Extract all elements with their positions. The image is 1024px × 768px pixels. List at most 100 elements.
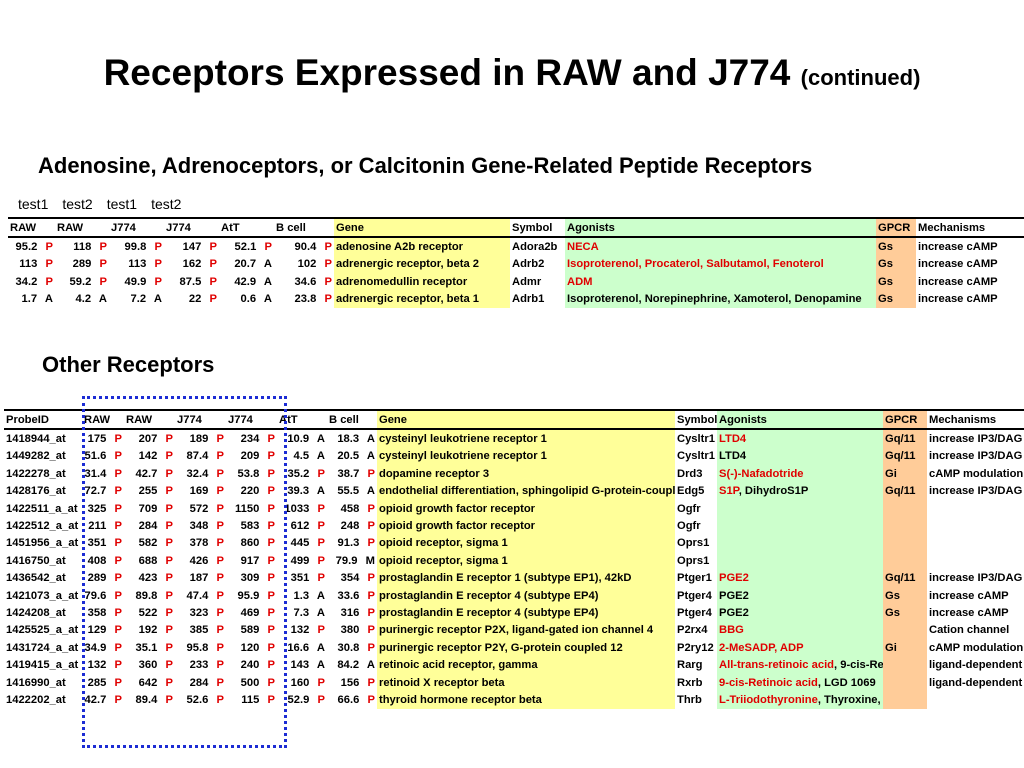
- agonist-text: PGE2: [719, 606, 749, 619]
- value-number: 132: [87, 659, 107, 672]
- detection-flag: P: [264, 606, 275, 619]
- value-number: 7.2: [130, 293, 147, 306]
- expression-value: 99.8 P: [109, 237, 164, 255]
- detection-flag: P: [264, 537, 275, 550]
- agonist-text: 9-cis-Retinoic acid: [719, 676, 818, 689]
- title-sub: (continued): [800, 65, 921, 90]
- test-label: test2: [62, 196, 93, 212]
- expression-value: 143 A: [277, 656, 327, 673]
- mechanism: increase cAMP: [918, 293, 998, 306]
- expression-value: 20.5 A: [327, 448, 377, 465]
- detection-flag: P: [213, 572, 224, 585]
- detection-flag: A: [314, 606, 325, 619]
- agonist-text: S(-)-Nafadotride: [719, 467, 804, 480]
- detection-flag: P: [162, 502, 173, 515]
- agonists-cell: [717, 552, 883, 570]
- value-number: 583: [240, 520, 260, 533]
- value-number: 156: [340, 676, 360, 689]
- agonist-text: , Thyroxine, Triac: [817, 693, 883, 706]
- expression-value: 234 P: [226, 429, 277, 447]
- mechanism: increase cAMP: [929, 606, 1009, 619]
- gene-symbol: Ptger4: [677, 589, 712, 602]
- detection-flag: A: [364, 433, 375, 446]
- value-number: 102: [297, 258, 317, 271]
- gene-symbol: Adrb1: [512, 293, 545, 306]
- expression-value: 358 P: [82, 604, 124, 621]
- detection-flag: P: [96, 275, 107, 288]
- gene-symbol: Ogfr: [677, 502, 701, 515]
- detection-flag: P: [162, 450, 173, 463]
- expression-value: 380 P: [327, 622, 377, 639]
- expression-value: 72.7 P: [82, 483, 124, 500]
- value-number: 522: [138, 606, 158, 619]
- detection-flag: P: [111, 502, 122, 515]
- expression-value: 39.3 A: [277, 483, 327, 500]
- detection-flag: P: [162, 676, 173, 689]
- table-row: 1431724_a_at 34.9 P 35.1 P 95.8 P 120 P 16.6 …: [4, 639, 1024, 657]
- gene-symbol: Ptger4: [677, 606, 712, 619]
- detection-flag: P: [206, 293, 217, 306]
- value-number: 240: [240, 659, 260, 672]
- detection-flag: P: [111, 624, 122, 637]
- detection-flag: P: [213, 676, 224, 689]
- gpcr-type: Gs: [876, 290, 916, 308]
- gpcr-type: Gs: [883, 604, 927, 622]
- gene-symbol: Admr: [512, 275, 542, 288]
- detection-flag: P: [364, 589, 375, 602]
- column-header: Symbol: [675, 408, 717, 431]
- table-row: 1424208_at 358 P 522 P 323 P 469 P 7.3 A 316 P…: [4, 604, 1024, 622]
- table-row: 1436542_at 289 P 423 P 187 P 309 P 351 P 354 P…: [4, 569, 1024, 587]
- table-row: 1449282_at 51.6 P 142 P 87.4 P 209 P 4.5 A 20.…: [4, 447, 1024, 466]
- gpcr-type: Gi: [883, 639, 927, 657]
- agonists-cell: LTD4: [717, 429, 883, 448]
- column-header: Gene: [377, 408, 675, 431]
- expression-value: 113 P: [109, 256, 164, 273]
- detection-flag: A: [261, 258, 272, 271]
- agonists-cell: [717, 499, 883, 518]
- value-number: 325: [87, 502, 107, 515]
- gene-name: cysteinyl leukotriene receptor 1: [377, 447, 675, 466]
- detection-flag: P: [264, 659, 275, 672]
- expression-value: 284 P: [124, 517, 175, 534]
- value-number: 52.6: [186, 693, 209, 706]
- expression-value: 209 P: [226, 448, 277, 465]
- value-number: 1033: [284, 502, 310, 515]
- expression-value: 51.6 P: [82, 448, 124, 465]
- expression-value: 445 P: [277, 535, 327, 552]
- gpcr-type: [883, 499, 927, 518]
- expression-value: 583 P: [226, 517, 277, 534]
- detection-flag: P: [162, 485, 173, 498]
- detection-flag: P: [111, 606, 122, 619]
- value-number: 289: [72, 258, 92, 271]
- mechanism: increase IP3/DAG: [929, 485, 1023, 498]
- expression-value: 325 P: [82, 500, 124, 517]
- expression-value: 426 P: [175, 552, 226, 569]
- expression-value: 351 P: [277, 570, 327, 587]
- probe-id: 1416750_at: [6, 554, 66, 567]
- expression-value: 255 P: [124, 483, 175, 500]
- detection-flag: P: [111, 433, 122, 446]
- value-number: 38.7: [337, 467, 360, 480]
- expression-value: 500 P: [226, 674, 277, 691]
- expression-value: 102 P: [274, 256, 334, 273]
- agonist-text: PGE2: [719, 572, 749, 585]
- detection-flag: A: [314, 589, 325, 602]
- detection-flag: P: [162, 641, 173, 654]
- expression-value: 90.4 P: [274, 237, 334, 255]
- expression-value: 10.9 A: [277, 429, 327, 447]
- probe-id: 1418944_at: [6, 433, 66, 446]
- value-number: 34.9: [84, 641, 107, 654]
- expression-value: 233 P: [175, 656, 226, 673]
- expression-value: 289 P: [82, 570, 124, 587]
- detection-flag: P: [213, 693, 224, 706]
- gene-name: adrenomedullin receptor: [334, 273, 510, 291]
- highlight-box-raw-j774: [82, 396, 287, 748]
- value-number: 113: [19, 258, 38, 271]
- column-header: J774: [164, 216, 219, 239]
- detection-flag: P: [111, 589, 122, 602]
- value-number: 52.9: [287, 693, 310, 706]
- value-number: 95.9: [237, 589, 260, 602]
- value-number: 22: [188, 293, 202, 306]
- value-number: 175: [87, 433, 107, 446]
- detection-flag: P: [264, 693, 275, 706]
